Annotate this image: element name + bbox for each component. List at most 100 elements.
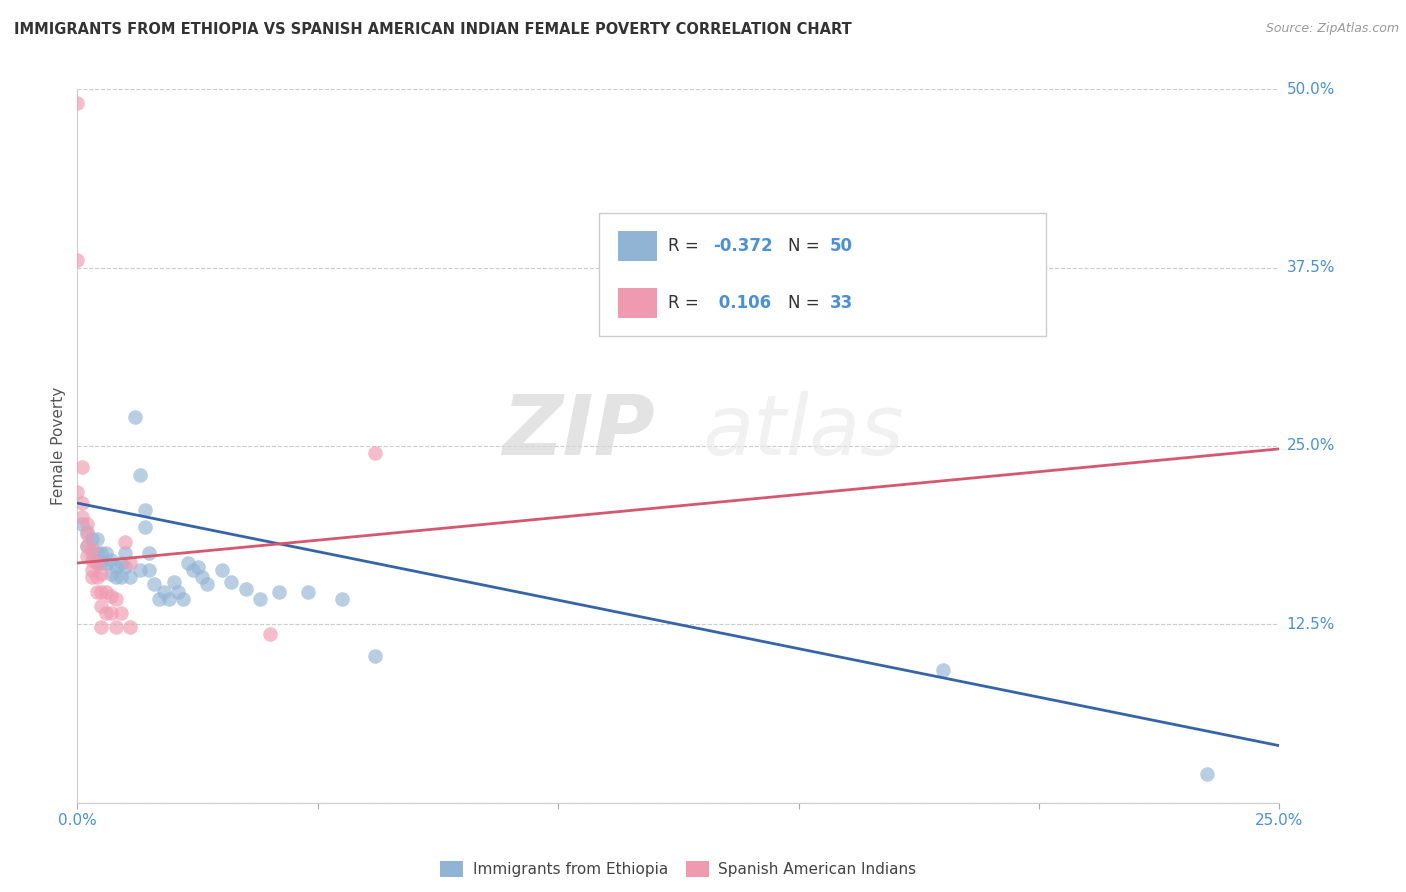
Point bbox=[148, 591, 170, 606]
Point bbox=[90, 599, 112, 613]
Text: IMMIGRANTS FROM ETHIOPIA VS SPANISH AMERICAN INDIAN FEMALE POVERTY CORRELATION C: IMMIGRANTS FROM ETHIOPIA VS SPANISH AMER… bbox=[14, 22, 852, 37]
Text: N =: N = bbox=[787, 237, 824, 255]
Point bbox=[110, 556, 132, 570]
Point bbox=[195, 577, 218, 591]
Point bbox=[114, 560, 136, 574]
Text: R =: R = bbox=[668, 294, 704, 312]
Point bbox=[86, 556, 108, 570]
Point bbox=[76, 549, 98, 563]
Point bbox=[100, 567, 122, 582]
Text: 50: 50 bbox=[830, 237, 853, 255]
Point bbox=[76, 527, 98, 541]
Point bbox=[66, 96, 89, 111]
Text: 0.106: 0.106 bbox=[713, 294, 772, 312]
Text: R =: R = bbox=[668, 237, 704, 255]
Point bbox=[138, 546, 160, 560]
Point bbox=[76, 539, 98, 553]
Point bbox=[128, 563, 150, 577]
Text: Source: ZipAtlas.com: Source: ZipAtlas.com bbox=[1265, 22, 1399, 36]
Point bbox=[128, 467, 150, 482]
Point bbox=[138, 563, 160, 577]
Text: atlas: atlas bbox=[703, 392, 904, 472]
Text: 37.5%: 37.5% bbox=[1286, 260, 1334, 275]
Point bbox=[104, 560, 127, 574]
Point bbox=[186, 560, 209, 574]
Point bbox=[104, 620, 127, 634]
Point bbox=[86, 556, 108, 570]
Point bbox=[932, 663, 955, 677]
Point bbox=[114, 534, 136, 549]
Point bbox=[104, 591, 127, 606]
Point bbox=[134, 503, 156, 517]
Point bbox=[86, 546, 108, 560]
Point bbox=[100, 606, 122, 620]
Point bbox=[90, 556, 112, 570]
Point bbox=[80, 541, 103, 556]
Point bbox=[297, 584, 319, 599]
Point bbox=[104, 570, 127, 584]
Point bbox=[110, 606, 132, 620]
Point bbox=[219, 574, 242, 589]
Point bbox=[90, 584, 112, 599]
Point bbox=[181, 563, 204, 577]
Point bbox=[90, 567, 112, 582]
Point bbox=[235, 582, 257, 596]
Point bbox=[364, 648, 387, 663]
Text: 12.5%: 12.5% bbox=[1286, 617, 1334, 632]
Text: 25.0%: 25.0% bbox=[1286, 439, 1334, 453]
Point bbox=[364, 446, 387, 460]
Point bbox=[211, 563, 233, 577]
Point bbox=[1197, 767, 1219, 781]
Point bbox=[76, 517, 98, 532]
Point bbox=[100, 553, 122, 567]
Point bbox=[172, 591, 194, 606]
Point bbox=[177, 556, 200, 570]
Point bbox=[114, 546, 136, 560]
Legend: Immigrants from Ethiopia, Spanish American Indians: Immigrants from Ethiopia, Spanish Americ… bbox=[440, 862, 917, 877]
Text: 33: 33 bbox=[830, 294, 853, 312]
Point bbox=[120, 570, 142, 584]
Point bbox=[76, 539, 98, 553]
Y-axis label: Female Poverty: Female Poverty bbox=[51, 387, 66, 505]
Point bbox=[120, 556, 142, 570]
Point bbox=[90, 546, 112, 560]
Point bbox=[96, 546, 118, 560]
Point bbox=[162, 574, 184, 589]
Point bbox=[96, 606, 118, 620]
Point bbox=[80, 553, 103, 567]
Point bbox=[120, 620, 142, 634]
Point bbox=[86, 584, 108, 599]
Point bbox=[124, 410, 146, 425]
Point bbox=[110, 570, 132, 584]
Point bbox=[153, 584, 176, 599]
Point bbox=[269, 584, 291, 599]
Text: ZIP: ZIP bbox=[502, 392, 654, 472]
Point bbox=[86, 532, 108, 546]
Point bbox=[70, 510, 93, 524]
Text: N =: N = bbox=[787, 294, 824, 312]
Point bbox=[96, 584, 118, 599]
Point bbox=[66, 253, 89, 268]
Point bbox=[86, 570, 108, 584]
Point bbox=[249, 591, 271, 606]
Point bbox=[191, 570, 214, 584]
Point bbox=[80, 563, 103, 577]
Point bbox=[96, 556, 118, 570]
Point bbox=[134, 520, 156, 534]
Text: -0.372: -0.372 bbox=[713, 237, 773, 255]
Point bbox=[167, 584, 190, 599]
Point bbox=[157, 591, 180, 606]
Point bbox=[66, 484, 89, 499]
Point bbox=[143, 577, 166, 591]
Text: 50.0%: 50.0% bbox=[1286, 82, 1334, 96]
Point bbox=[70, 496, 93, 510]
Point bbox=[70, 460, 93, 475]
Point bbox=[76, 524, 98, 539]
Point bbox=[80, 532, 103, 546]
Point bbox=[100, 589, 122, 603]
Point bbox=[90, 620, 112, 634]
Point bbox=[330, 591, 353, 606]
Point bbox=[70, 517, 93, 532]
Point bbox=[259, 627, 281, 641]
Point bbox=[80, 570, 103, 584]
